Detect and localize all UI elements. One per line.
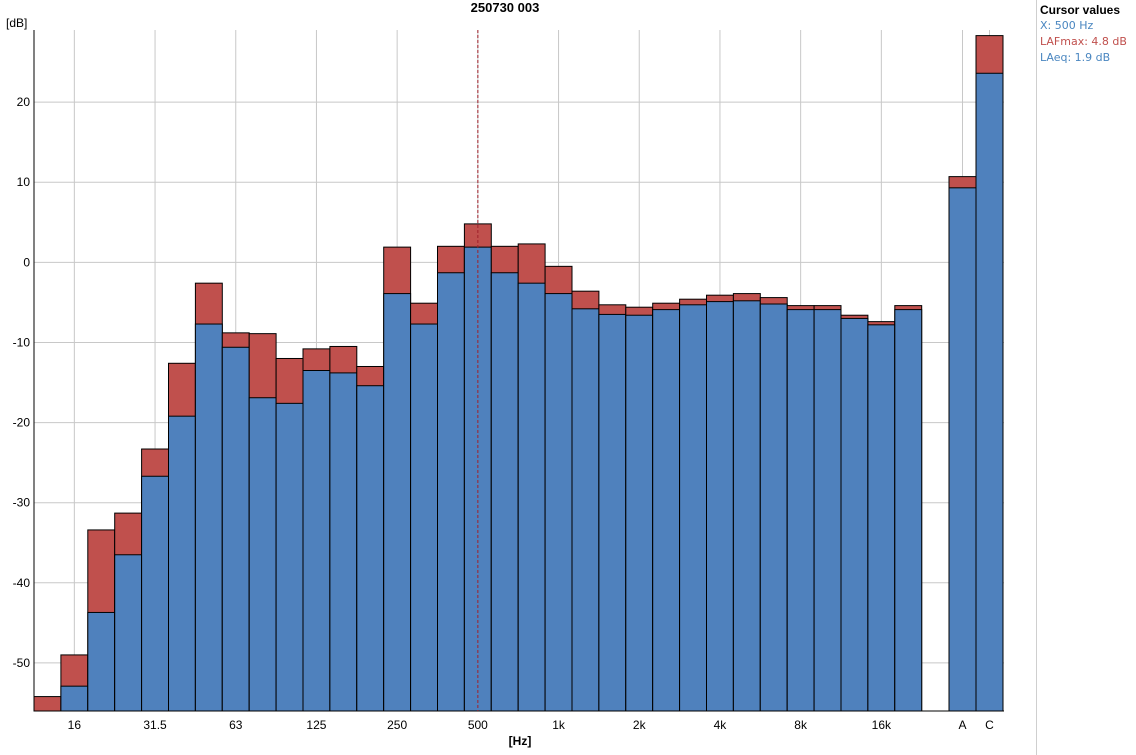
laeq-bar — [571, 308, 600, 712]
x-tick-label: 31.5 — [143, 718, 167, 732]
laeq-bar — [706, 301, 734, 712]
lafmax-bar — [33, 696, 62, 712]
laeq-bar — [383, 293, 412, 712]
y-tick-label: -30 — [13, 496, 31, 510]
laeq-bar — [867, 324, 896, 712]
panel-divider — [1036, 0, 1037, 755]
laeq-bar — [248, 397, 277, 712]
y-tick-label: -10 — [13, 335, 31, 349]
x-tick-label: 16 — [68, 718, 82, 732]
laeq-bar — [544, 293, 573, 712]
laeq-bar — [302, 370, 331, 712]
cursor-values-panel: Cursor values X: 500 Hz LAFmax: 4.8 dB L… — [1040, 2, 1136, 66]
laeq-bar — [490, 272, 519, 712]
laeq-bar — [114, 554, 143, 712]
laeq-bar — [894, 309, 923, 712]
y-tick-label: 10 — [17, 175, 31, 189]
laeq-bar — [221, 346, 250, 712]
x-tick-label: A — [958, 718, 966, 732]
laeq-bar — [141, 475, 170, 712]
x-tick-label: 500 — [468, 718, 488, 732]
x-tick-label: C — [985, 718, 994, 732]
laeq-bar — [410, 323, 439, 712]
y-tick-label: -20 — [13, 416, 31, 430]
laeq-bar — [625, 314, 654, 712]
laeq-bar — [329, 372, 358, 712]
y-tick-label: 20 — [17, 95, 31, 109]
chart-title: 250730 003 — [470, 0, 540, 15]
x-tick-label: 2k — [633, 718, 647, 732]
x-tick-label: 4k — [714, 718, 728, 732]
laeq-bar — [759, 303, 788, 712]
x-tick-label: 8k — [794, 718, 808, 732]
laeq-bar — [437, 272, 465, 712]
spectrum-chart[interactable]: 20 10 0 -10 -20 -30 -40 -50 16 31.5 63 125 250 500 1k 2… — [0, 0, 1036, 755]
laeq-bar — [679, 304, 707, 712]
cursor-x-value: X: 500 Hz — [1040, 19, 1094, 32]
laeq-broadband-bar — [975, 72, 1004, 712]
laeq-bar — [275, 402, 304, 712]
laeq-bar — [732, 300, 761, 712]
x-axis-unit: [Hz] — [508, 734, 532, 748]
laeq-bar — [517, 282, 546, 712]
x-tick-label: 63 — [229, 718, 243, 732]
laeq-bar — [840, 317, 869, 712]
laeq-bar — [356, 385, 385, 712]
x-tick-label: 250 — [387, 718, 407, 732]
x-tick-label: 1k — [552, 718, 566, 732]
y-tick-label: -40 — [13, 576, 31, 590]
laeq-bar — [168, 415, 196, 712]
y-tick-label: 0 — [23, 255, 30, 269]
x-tick-label: 16k — [872, 718, 892, 732]
laeq-bar — [786, 309, 815, 712]
cursor-lafmax-value: LAFmax: 4.8 dB — [1040, 35, 1127, 48]
laeq-bar — [598, 313, 627, 712]
laeq-bar — [652, 309, 681, 712]
cursor-laeq-value: LAeq: 1.9 dB — [1040, 51, 1111, 64]
laeq-bar — [813, 309, 842, 712]
cursor-values-title: Cursor values — [1040, 3, 1121, 17]
y-tick-label: -50 — [13, 656, 31, 670]
x-tick-label: 125 — [306, 718, 326, 732]
laeq-bar — [87, 611, 116, 712]
laeq-bar — [463, 246, 492, 712]
laeq-broadband-bar — [948, 187, 977, 712]
laeq-bar — [60, 685, 89, 712]
laeq-bar — [194, 323, 223, 712]
y-axis-unit: [dB] — [6, 16, 28, 30]
